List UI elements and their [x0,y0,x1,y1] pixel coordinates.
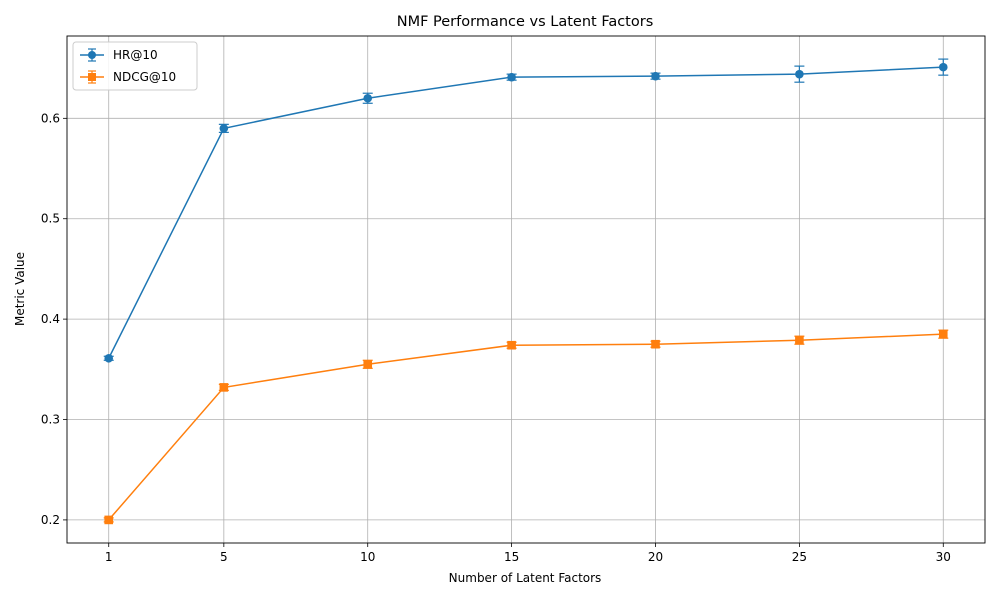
x-axis: 1 5 10 15 20 25 30 [105,543,951,564]
series-ndcg-10 [103,329,949,525]
legend-marker [88,73,96,81]
y-tick-label: 0.6 [41,111,60,125]
x-axis-label: Number of Latent Factors [449,571,602,585]
y-tick-label: 0.3 [41,413,60,427]
y-tick-label: 0.4 [41,312,60,326]
plot-frame [66,35,986,544]
x-tick-label: 10 [360,550,375,564]
x-tick-label: 20 [648,550,663,564]
data-point [104,353,114,363]
data-point [363,93,373,103]
y-tick-label: 0.5 [41,212,60,226]
data-point [938,62,948,72]
legend-box [72,41,198,91]
legend-item: HR@10 [80,48,158,62]
data-point [219,124,229,133]
y-axis-label: Metric Value [13,252,27,326]
grid [67,36,985,543]
data-point [651,339,660,349]
data-point [938,329,948,339]
data-point [363,359,373,369]
x-tick-label: 5 [220,550,228,564]
x-tick-label: 25 [792,550,807,564]
data-point [795,69,804,79]
x-tick-label: 15 [504,550,519,564]
data-point [507,72,516,82]
legend-label: HR@10 [113,48,158,62]
series-line [108,66,944,359]
data-point [507,340,516,350]
x-tick-label: 30 [936,550,951,564]
legend-marker [88,51,96,59]
data-point [219,383,229,392]
data-point [104,515,114,525]
series-line [108,333,944,521]
y-axis: 0.2 0.3 0.4 0.5 0.6 [41,111,67,527]
data-point [795,335,804,345]
legend-item: NDCG@10 [80,70,176,84]
series-layer [103,58,949,525]
legend: HR@10 NDCG@10 [72,41,198,91]
legend-label: NDCG@10 [113,70,176,84]
y-tick-label: 0.2 [41,513,60,527]
x-tick-label: 1 [105,550,113,564]
series-hr-10 [103,58,949,363]
data-point [651,71,660,81]
chart-title: NMF Performance vs Latent Factors [397,14,654,30]
